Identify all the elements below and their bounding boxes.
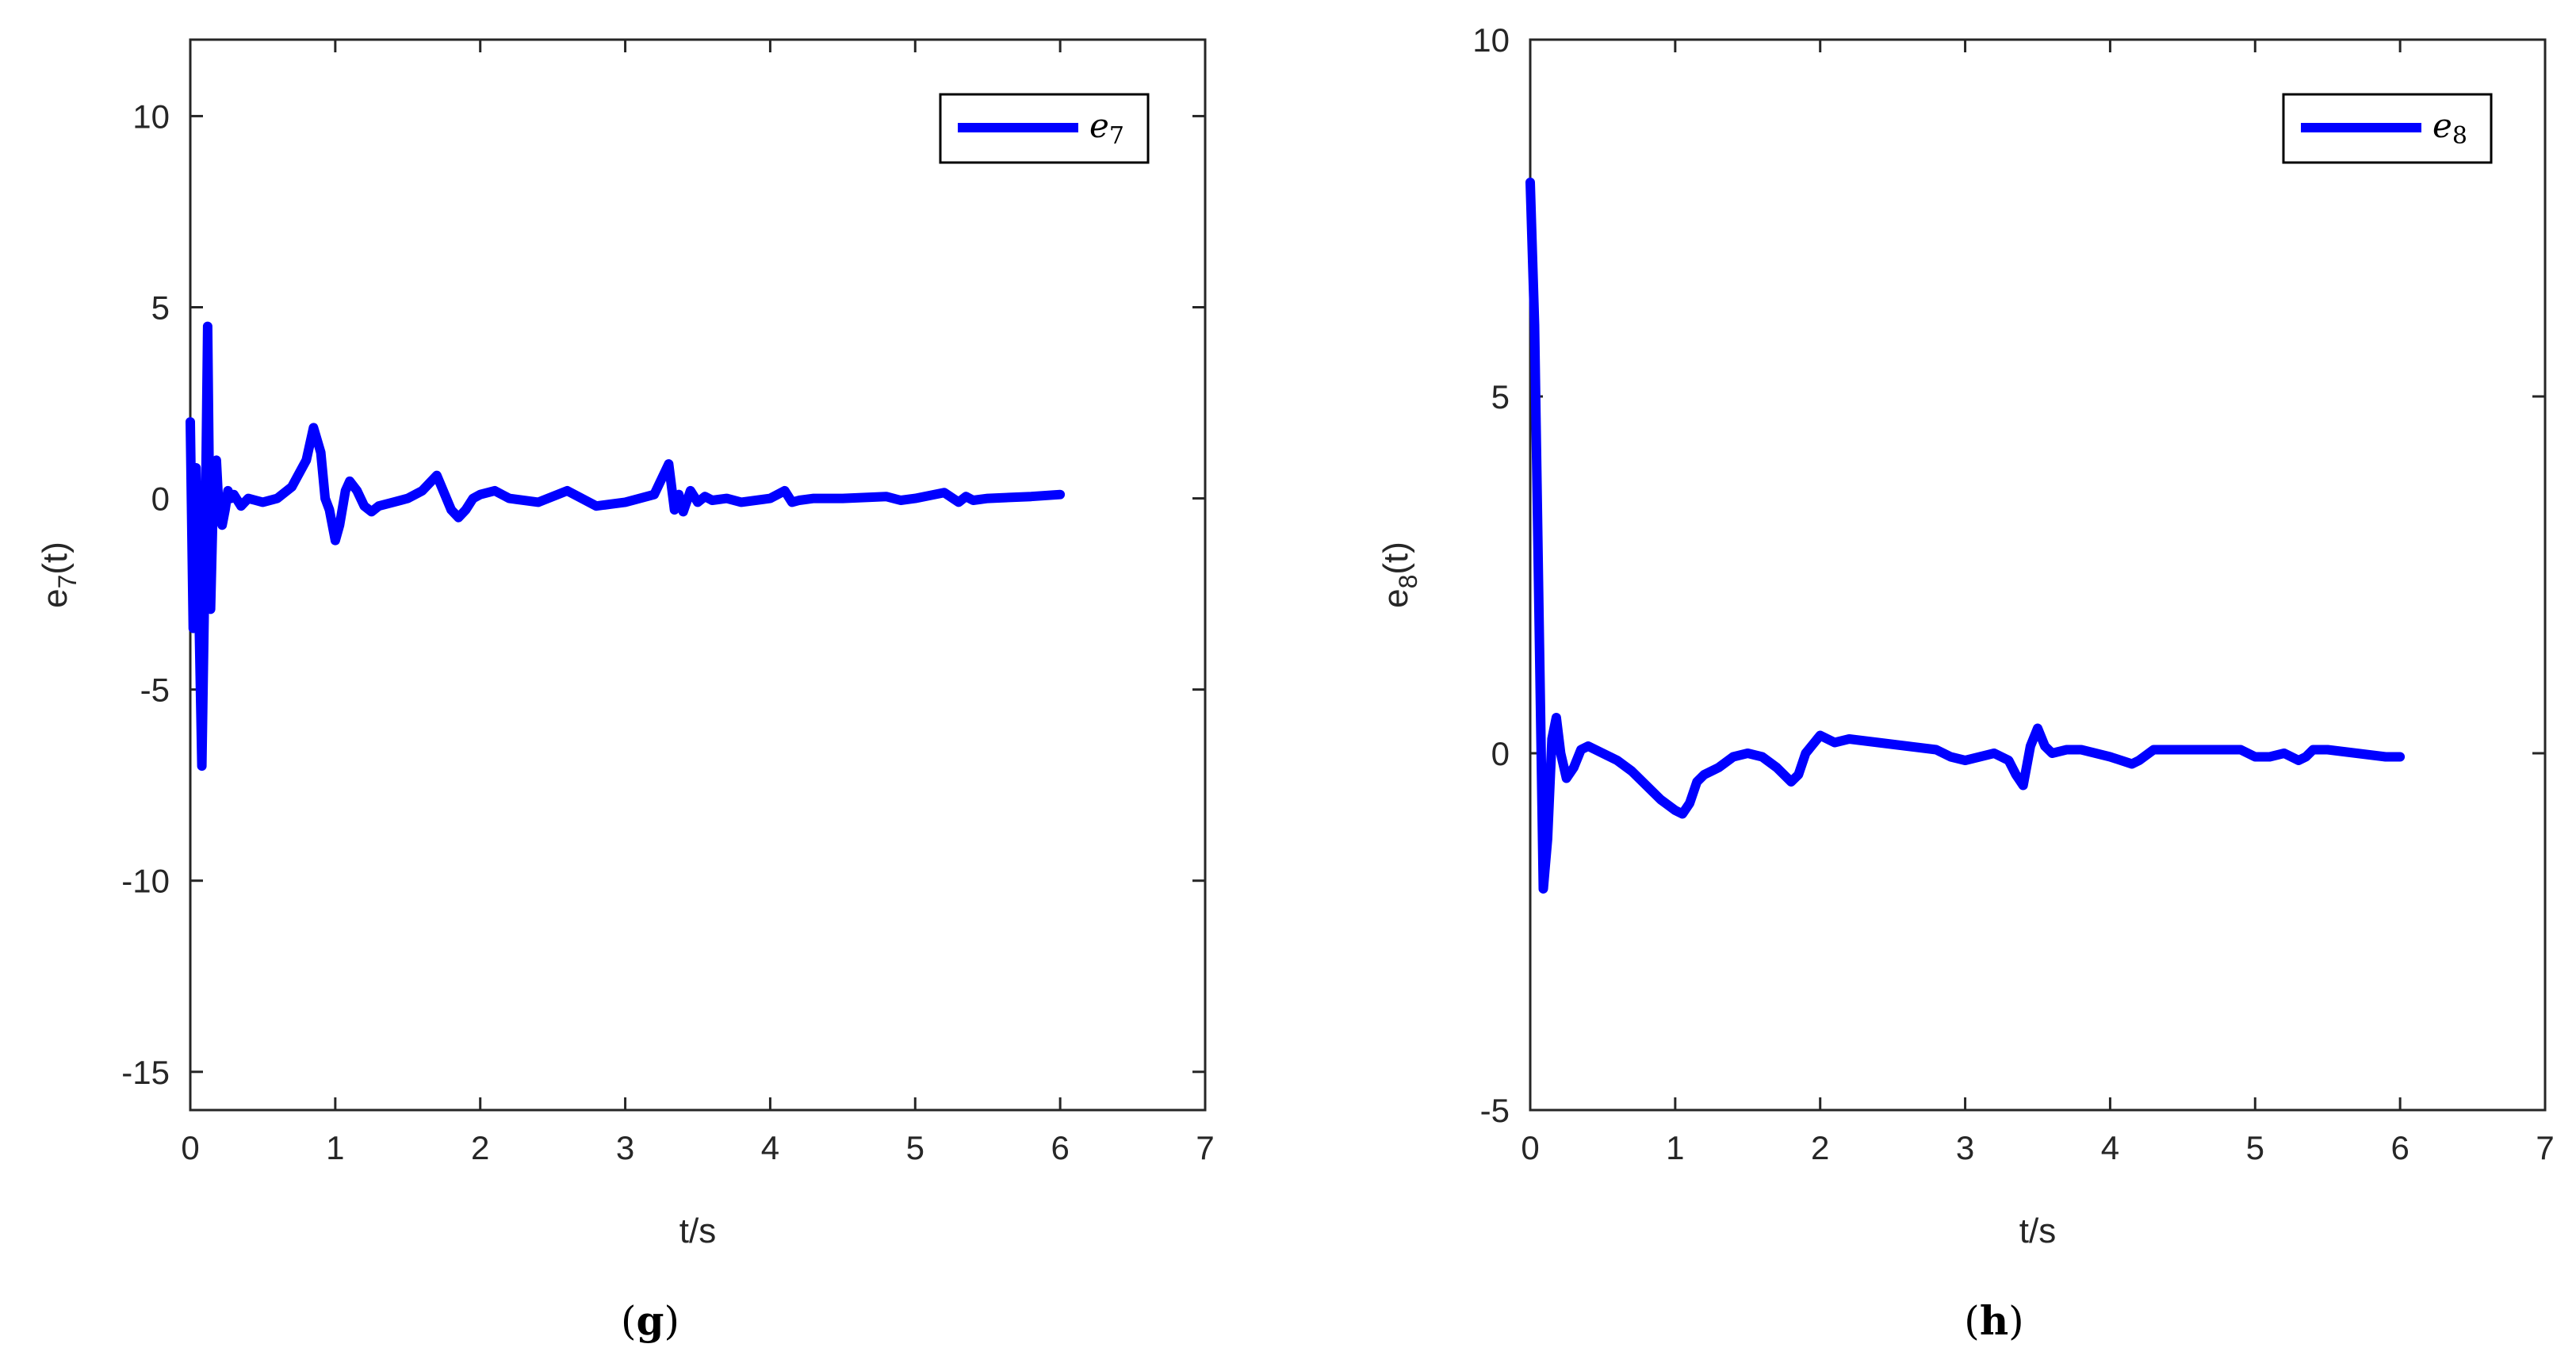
x-tick-label-h: 7 — [2536, 1129, 2554, 1166]
y-axis-label-arg-h: (t) — [1376, 542, 1415, 575]
x-tick-label-g: 2 — [471, 1129, 489, 1166]
y-axis-label-base-h: e — [1376, 588, 1415, 607]
x-axis-label-h: t/s — [2019, 1212, 2056, 1250]
x-tick-label-g: 7 — [1196, 1129, 1214, 1166]
ticks-h — [1529, 38, 2547, 1112]
series-line-e8 — [1525, 178, 2406, 894]
plot-area-g — [189, 38, 1207, 1112]
legend-h: e8 — [2282, 93, 2493, 164]
y-tick-label-h: 5 — [1491, 378, 1510, 415]
y-tick-label-h: 10 — [1472, 21, 1510, 59]
caption-g: (g) — [621, 1297, 679, 1344]
x-tick-label-h: 6 — [2390, 1129, 2409, 1166]
x-tick-label-h: 2 — [1811, 1129, 1829, 1166]
series-g — [186, 321, 1066, 771]
legend-label-g: e7 — [1089, 106, 1124, 150]
caption-open-h: ( — [1964, 1298, 1980, 1344]
legend-label-sub-g: 7 — [1109, 122, 1124, 150]
x-tick-label-h: 1 — [1666, 1129, 1684, 1166]
y-axis-label-sub-g: 7 — [53, 575, 82, 589]
x-tick-label-h: 4 — [2101, 1129, 2119, 1166]
x-tick-label-g: 4 — [761, 1129, 779, 1166]
y-axis-label-base-g: e — [36, 588, 75, 607]
series-h — [1525, 178, 2406, 894]
caption-h: (h) — [1964, 1297, 2023, 1344]
x-axis-label-g: t/s — [679, 1212, 716, 1250]
y-tick-label-g: 5 — [151, 289, 170, 327]
x-tick-label-h: 3 — [1956, 1129, 1974, 1166]
y-axis-label-g: e7(t) — [36, 542, 82, 608]
legend-label-base-h: e — [2432, 106, 2452, 145]
plot-area-h — [1529, 38, 2547, 1112]
y-axis-label-h: e8(t) — [1376, 542, 1422, 608]
series-line-e7 — [186, 321, 1066, 771]
x-tick-label-g: 3 — [616, 1129, 634, 1166]
y-tick-label-g: -10 — [121, 863, 170, 900]
tick-labels-h: 0 1 2 3 4 5 6 7 -5 0 5 10 — [1472, 21, 2554, 1166]
y-tick-label-g: -5 — [140, 672, 170, 709]
legend-g: e7 — [939, 93, 1150, 164]
caption-letter-h: h — [1980, 1297, 2008, 1344]
tick-labels-g: 0 1 2 3 4 5 6 7 -15 -10 -5 0 5 10 — [121, 98, 1214, 1166]
x-tick-label-h: 0 — [1521, 1129, 1539, 1166]
y-tick-label-g: 0 — [151, 480, 170, 518]
caption-close-h: ) — [2008, 1298, 2024, 1344]
caption-open-g: ( — [621, 1298, 637, 1344]
legend-label-sub-h: 8 — [2452, 122, 2467, 150]
x-tick-label-g: 6 — [1051, 1129, 1069, 1166]
x-tick-label-h: 5 — [2246, 1129, 2264, 1166]
y-tick-label-h: -5 — [1480, 1092, 1510, 1129]
legend-label-base-g: e — [1089, 106, 1109, 145]
y-tick-label-h: 0 — [1491, 735, 1510, 772]
y-tick-label-g: -15 — [121, 1054, 170, 1091]
caption-letter-g: g — [637, 1297, 664, 1344]
x-tick-label-g: 1 — [326, 1129, 344, 1166]
y-tick-label-g: 10 — [132, 98, 170, 135]
y-axis-label-sub-h: 8 — [1394, 575, 1422, 589]
legend-label-h: e8 — [2432, 106, 2467, 150]
x-tick-label-g: 0 — [181, 1129, 199, 1166]
x-tick-label-g: 5 — [906, 1129, 924, 1166]
y-axis-label-arg-g: (t) — [36, 542, 75, 575]
caption-close-g: ) — [664, 1298, 679, 1344]
